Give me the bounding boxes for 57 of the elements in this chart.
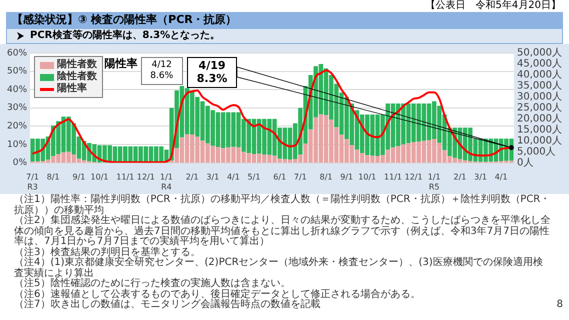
y2-tick-label: 30,000人 [517,92,562,103]
text: （注7）吹き出しの数値は、モニタリング会議報告時点の数値を記載 [14,299,322,310]
x-tick-label: 3/1 [206,172,220,182]
x-tick-label: 8/1 [46,172,60,182]
y-tick-label: 30% [6,103,28,114]
x-tick-label: 1/1 R4 [160,172,173,192]
y-tick-label: 60% [6,48,28,58]
text: （注3）検査結果の判明日を基準とする。 [14,246,202,258]
y2-tick-label: 25,000人 [517,102,562,114]
x-tick-label: 7/1 R3 [26,172,40,192]
y2-tick-label: 0人 [517,157,534,168]
y2-tick-label: 20,000人 [517,113,562,124]
text: （注5）陰性確認のために行った検査の実施人数は含まない。 [14,278,292,289]
x-tick-label: 4/1 [494,172,508,182]
text: 8 [556,299,563,310]
y2-tick-label: 10,000人 [517,135,562,146]
y-tick-label: 10% [6,140,28,150]
x-tick-label: 3/1 [474,172,487,182]
y2-tick-label: 50,000人 [517,48,562,59]
x-tick-label: 12/1 [136,172,155,182]
x-tick-label: 6/1 [273,172,286,182]
x-tick-label: 5/1 [248,172,260,182]
x-tick-label: 11/1 [116,172,134,182]
y2-tick-label: 35,000人 [517,80,562,92]
y-tick-label: 50% [6,66,28,77]
legend-label: 陰性者数 [57,71,97,82]
x-tick-label: 2/1 [186,172,199,182]
legend-label: 陽性者数 [57,59,97,70]
x-tick-label: 9/1 [340,172,354,182]
y-tick-label: 20% [6,122,28,132]
x-tick-label: 10/1 [90,172,108,182]
annotation: 4/19 8.3% [188,59,236,85]
x-tick-label: 9/1 [72,172,86,182]
y2-tick-label: 40,000人 [517,70,562,81]
text: （注2）集団感染発生や曜日による数値のばらつきにより、日々の結果が変動するため、こうしたばらつきを平準化し全体の傾向を見る趣旨から、過去7日間の移動平均値をもとに算出し折れ線グラフで示す（例えば、令和3年7月7日の陽性率は、7月1日から7月7日までの実績平均を用いて算出） [14,215,551,247]
text: （注4）(1)東京都健康安全研究センター、(2)PCRセンター（地域外来・検査センター）、(3)医療機関での保険適用検査実績により算出 [14,257,544,278]
x-tick-label: 11/1 [384,172,402,182]
text: （注1）陽性率：陽性判明数（PCR・抗原）の移動平均／検査人数（＝陽性判明数（PCR・抗原）＋陰性判明数（PCR・抗原））の移動平均 [14,194,551,216]
x-tick-label: 12/1 [404,172,423,182]
y2-tick-label: 45,000人 [517,58,562,70]
y-tick-label: 40% [6,84,28,95]
x-tick-label: 8/1 [320,172,333,182]
legend-label: 陽性率 [57,83,87,95]
x-tick-label: 10/1 [358,172,376,182]
x-tick-label: 1/1 R5 [428,172,441,192]
chart-title: 【感染状況】③ 検査の陽性率（PCR・抗原） [6,12,563,28]
annotation: 陽性率 [104,56,138,71]
y2-tick-label: 5,000人 [517,146,556,158]
chart-subtitle: PCR検査等の陽性率は、8.3%となった。 [30,29,220,43]
x-tick-label: 2/1 [454,172,466,182]
text: 【公表日 令和5年4月20日】 [424,0,562,12]
x-tick-label: 4/1 [226,172,240,182]
y2-tick-label: 15,000人 [517,124,562,136]
text: （注6）速報値として公表するものであり、後日確定データとして修正される場合がある。 [14,288,422,300]
x-tick-label: 7/1 [294,172,307,182]
annotation: 4/12 8.6% [142,60,182,82]
y-tick-label: 0% [12,158,28,168]
